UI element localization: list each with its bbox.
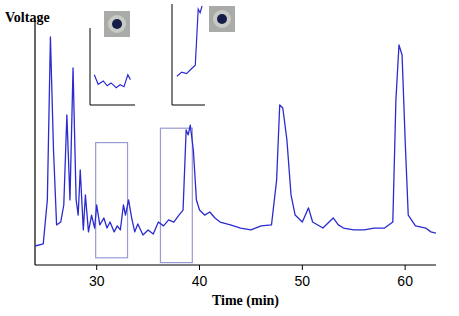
inset-photo-halo [213, 10, 231, 28]
x-tick-label: 40 [192, 273, 208, 289]
inset-axes [90, 28, 135, 105]
x-tick [302, 265, 303, 270]
chart: 30 40 50 60 Voltage Time (min) [0, 0, 459, 316]
x-tick [96, 265, 97, 270]
inset-photo [104, 11, 130, 37]
trace [35, 37, 436, 246]
x-tick [405, 265, 406, 270]
plot-area [35, 37, 436, 246]
x-tick-label: 60 [397, 273, 413, 289]
inset-photo [209, 6, 235, 32]
x-tick-label: 30 [89, 273, 105, 289]
x-tick-label: 50 [295, 273, 311, 289]
highlight-box [96, 143, 128, 258]
x-axis [35, 264, 436, 265]
inset-photo-disc [112, 19, 122, 29]
x-tick [199, 265, 200, 270]
y-axis-label: Voltage [5, 10, 50, 25]
inset-trace [94, 75, 130, 88]
inset-photo-disc [217, 14, 227, 24]
inset-trace [177, 6, 202, 77]
x-axis-label: Time (min) [212, 293, 279, 309]
inset-axes [172, 4, 205, 105]
highlight-box [160, 128, 192, 262]
inset-photo-halo [108, 15, 126, 33]
y-axis [34, 20, 35, 265]
